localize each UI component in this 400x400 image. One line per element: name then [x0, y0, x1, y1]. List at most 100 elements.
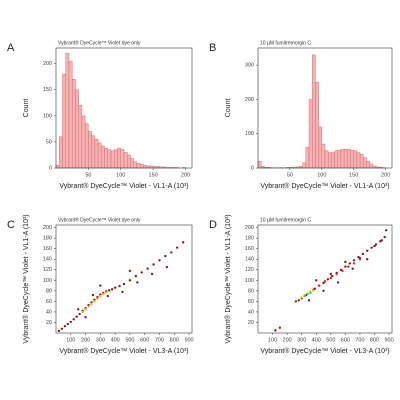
scatter-point — [352, 262, 356, 265]
histogram-bar — [75, 89, 79, 169]
scatter-point — [176, 246, 179, 249]
scatter-point — [87, 305, 90, 308]
histogram-bar — [340, 148, 345, 169]
scatter-point — [91, 293, 95, 297]
scatter-point — [78, 312, 81, 316]
scatter-point — [274, 329, 277, 332]
x-axis-label: Vybrant® DyeCycle™ Violet - VL1-A (10³) — [59, 182, 188, 190]
scatter-point — [315, 279, 318, 282]
scatter-point — [300, 295, 303, 299]
y-axis-label: Count — [225, 99, 232, 118]
y-tick-label: 20 — [248, 320, 254, 326]
x-tick-label: 700 — [155, 337, 164, 343]
plot-frame — [55, 47, 193, 169]
scatter-point — [384, 229, 388, 232]
y-tick-label: 300 — [245, 63, 254, 69]
scatter-point — [322, 281, 325, 285]
histogram-bar — [143, 165, 147, 169]
scatter-point — [102, 292, 105, 296]
histogram-bar — [312, 54, 316, 169]
y-axis-label: Vybrant® DyeCycle™ Violet - VL1-A (10³) — [22, 214, 30, 343]
histogram-bar — [359, 154, 364, 169]
histogram-bar — [123, 152, 128, 169]
x-tick-label: 500 — [125, 337, 134, 343]
scatter-point — [347, 265, 350, 268]
y-tick-label: 150 — [43, 87, 52, 93]
histogram-bar — [84, 123, 89, 169]
histogram-bar — [68, 60, 73, 169]
y-tick-label: 160 — [43, 246, 52, 252]
scatter-point — [122, 282, 126, 286]
scatter-point — [165, 265, 169, 269]
histogram-bar — [308, 99, 313, 169]
histogram-bar — [81, 115, 86, 169]
y-tick-label: 100 — [245, 131, 254, 137]
x-axis-label: Vybrant® DyeCycle™ Violet - VL1-A (10³) — [260, 182, 389, 190]
scatter-point — [63, 324, 67, 328]
scatter-point — [99, 284, 102, 287]
scatter-point — [76, 308, 80, 311]
scatter-point — [121, 290, 124, 294]
scatter-point — [72, 318, 75, 321]
scatter-point — [366, 258, 369, 261]
histogram-bar — [114, 149, 118, 169]
x-tick-label: 150 — [149, 172, 158, 178]
scatter-point — [374, 243, 378, 246]
histogram-bar — [327, 152, 332, 169]
x-tick-label: 100 — [317, 172, 326, 178]
scatter-point — [309, 291, 312, 295]
x-tick-label: 200 — [81, 337, 90, 343]
histogram-bar — [321, 143, 326, 169]
y-tick-label: 140 — [245, 257, 254, 263]
x-axis-label: Vybrant® DyeCycle™ Violet - VL3-A (10³) — [59, 347, 188, 355]
histogram-bar — [363, 157, 367, 169]
scatter-point — [297, 299, 300, 302]
y-tick-label: 200 — [245, 225, 254, 231]
panel-label: D — [209, 219, 217, 231]
y-tick-label: 200 — [43, 225, 52, 231]
scatter-point — [60, 327, 64, 330]
scatter-point — [336, 281, 340, 284]
y-tick-label: 180 — [245, 236, 254, 242]
scatter-point — [383, 235, 386, 239]
x-tick-label: 200 — [381, 172, 390, 178]
y-tick-label: 200 — [245, 97, 254, 103]
x-tick-label: 400 — [312, 337, 321, 343]
histogram-bar — [305, 147, 310, 169]
scatter-point — [341, 269, 344, 273]
histogram-bar — [71, 79, 76, 169]
histogram-bar — [130, 158, 134, 169]
scatter-point — [158, 259, 161, 262]
y-tick-label: 80 — [46, 288, 52, 294]
histogram-bar — [120, 149, 125, 169]
histogram-bar — [366, 160, 370, 169]
panel-title: Vybrant® DyeCycle™ Violet dye only — [58, 39, 141, 46]
scatter-point — [370, 246, 373, 249]
scatter-point — [152, 263, 155, 266]
histogram-bar — [324, 150, 329, 169]
scatter-point — [348, 262, 351, 265]
scatter-point — [312, 289, 315, 293]
y-tick-label: 40 — [248, 309, 254, 315]
scatter-point — [136, 281, 139, 284]
plot-frame — [55, 224, 193, 334]
x-tick-label: 600 — [341, 337, 350, 343]
scatter-point — [108, 289, 111, 292]
histogram-bar — [257, 160, 262, 169]
y-tick-label: 80 — [248, 288, 254, 294]
scatter-point — [134, 274, 138, 278]
panel-label: A — [7, 42, 15, 54]
scatter-point — [352, 259, 356, 262]
y-tick-label: 120 — [43, 267, 52, 273]
x-tick-label: 300 — [96, 337, 105, 343]
histogram-bar — [136, 163, 141, 169]
y-tick-label: 50 — [46, 139, 52, 145]
scatter-point — [96, 297, 99, 300]
histogram-bar — [101, 145, 105, 169]
y-tick-label: 200 — [43, 61, 52, 67]
scatter-point — [66, 322, 70, 326]
scatter-point — [303, 294, 306, 298]
histogram-bar — [343, 148, 348, 169]
scatter-point — [164, 254, 167, 258]
histogram-bar — [350, 149, 354, 169]
